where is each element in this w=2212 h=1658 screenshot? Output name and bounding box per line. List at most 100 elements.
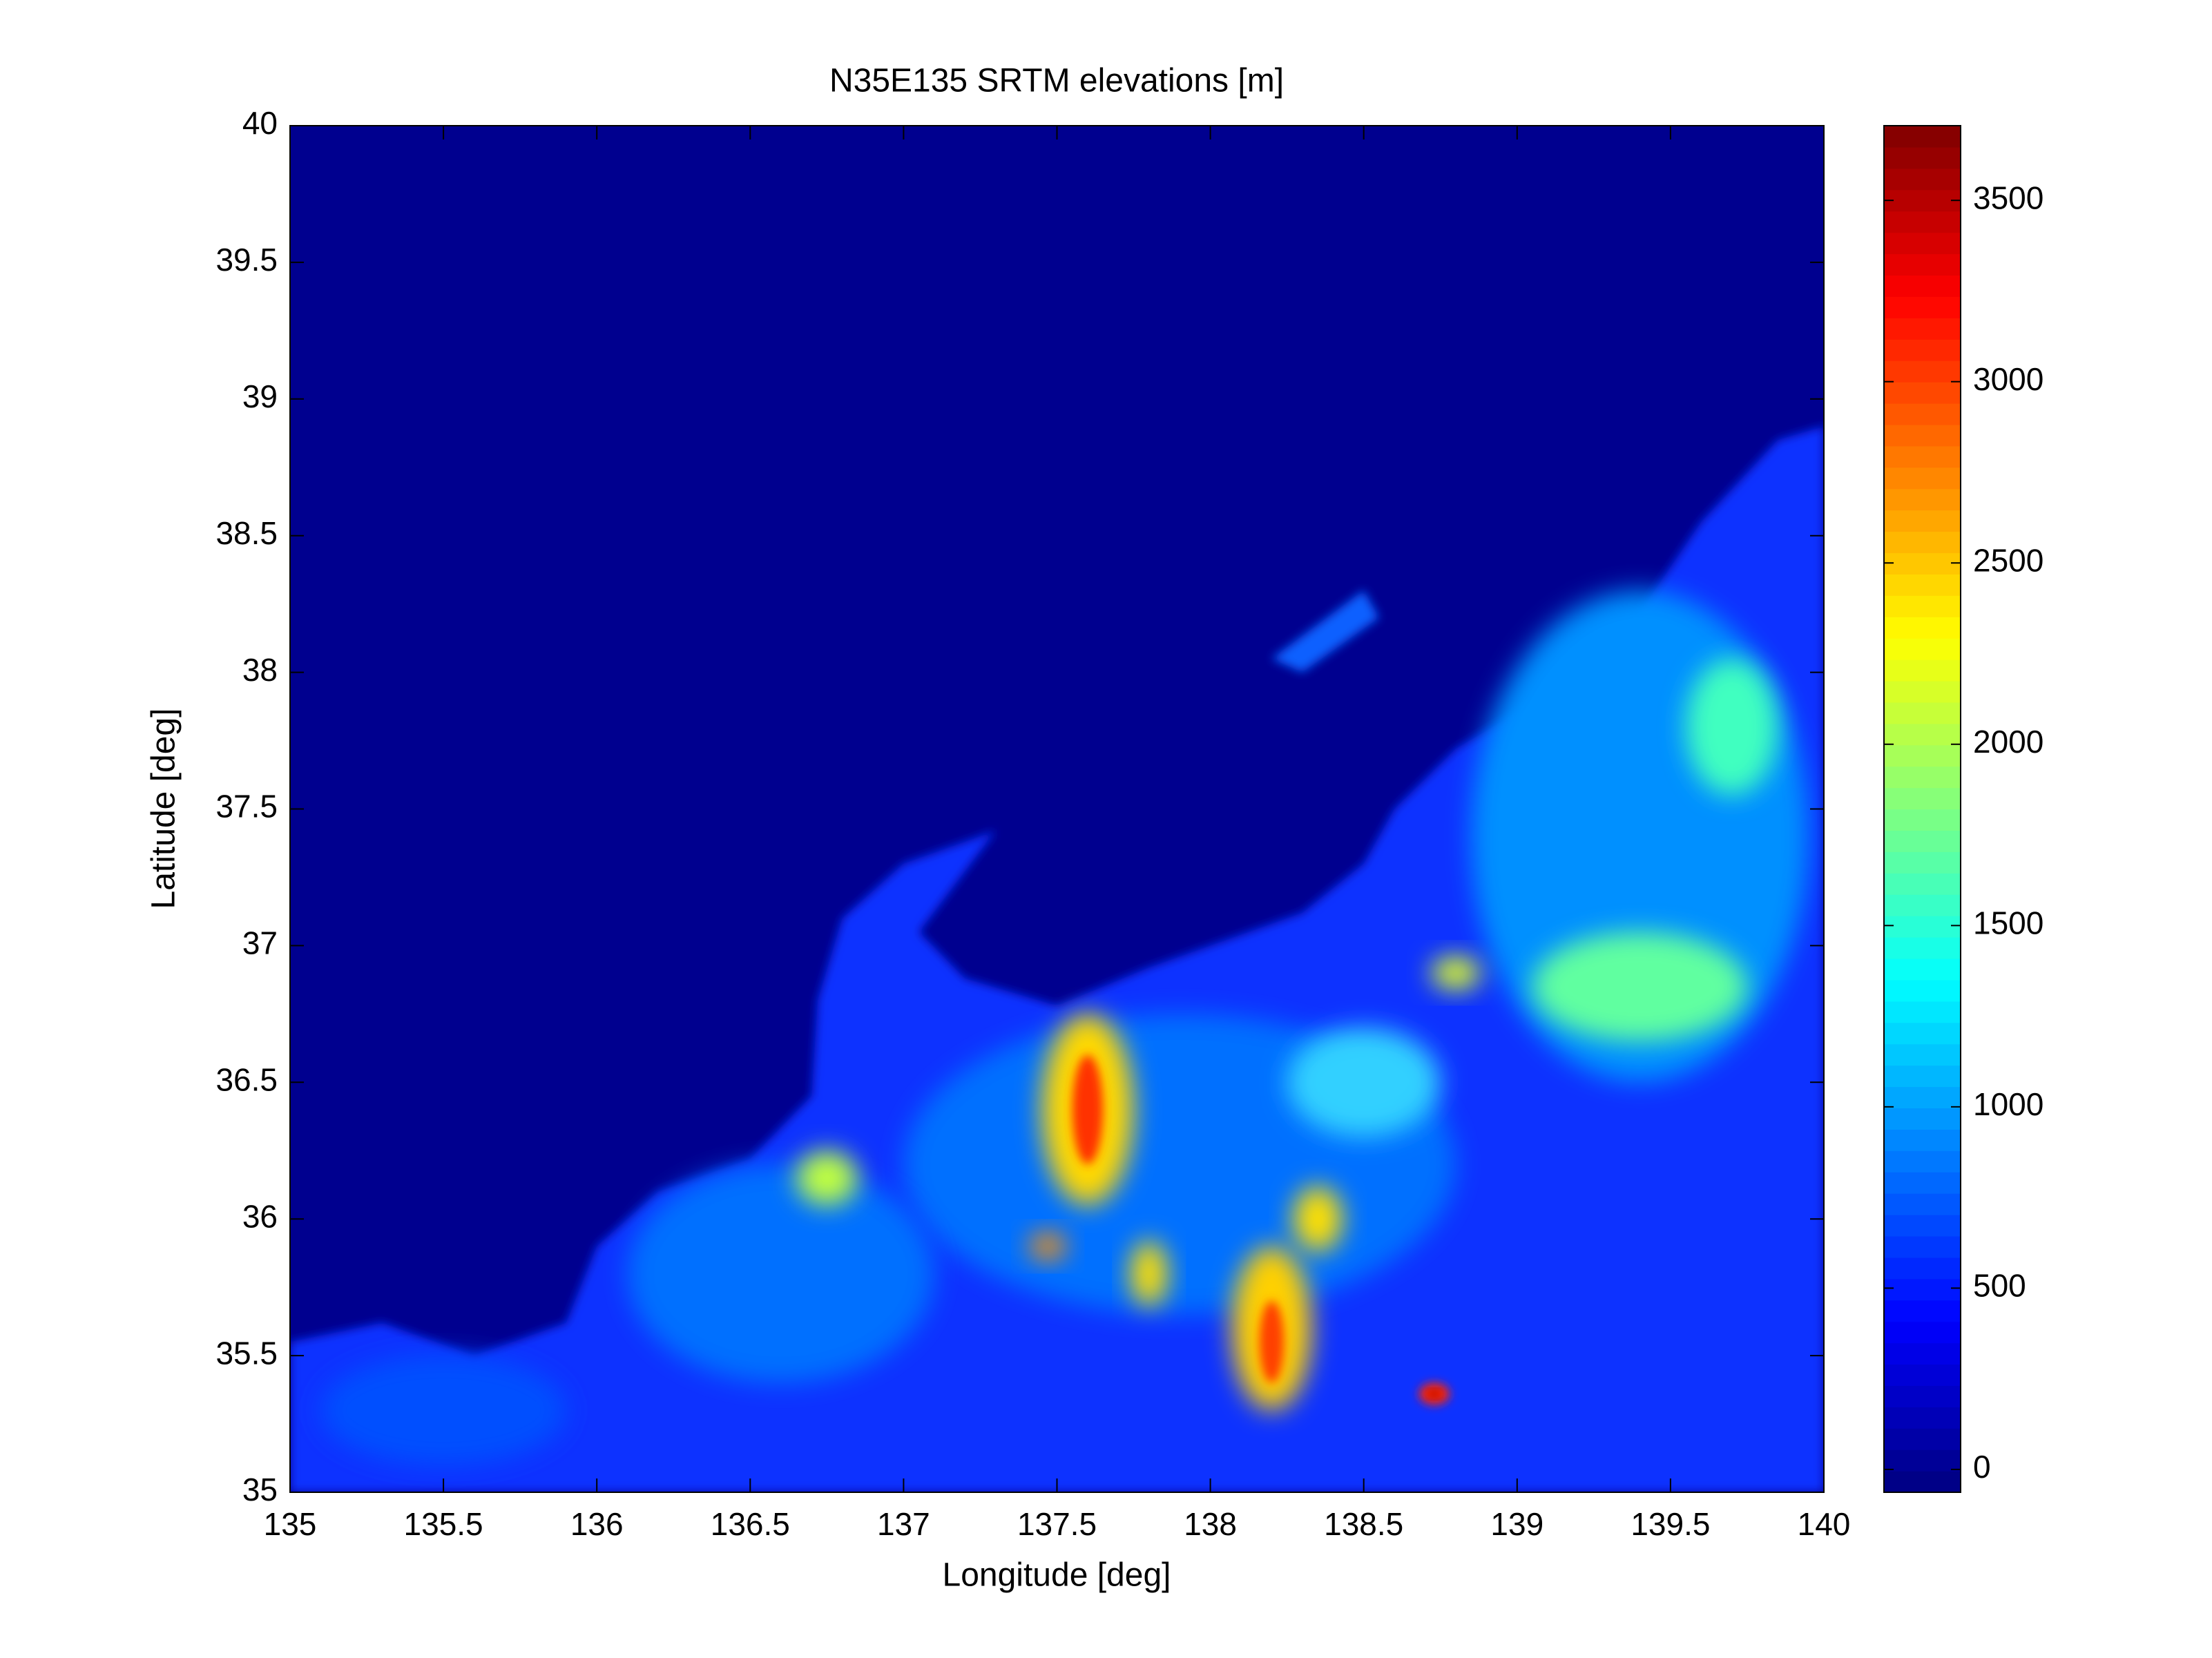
y-tick-label: 40 bbox=[242, 105, 278, 141]
colorbar-band bbox=[1884, 1065, 1961, 1088]
colorbar-band bbox=[1884, 146, 1961, 169]
x-tick-label: 135 bbox=[264, 1506, 317, 1542]
chart-title: N35E135 SRTM elevations [m] bbox=[829, 63, 1284, 99]
x-axis-label: Longitude [deg] bbox=[943, 1557, 1171, 1594]
colorbar-band bbox=[1884, 958, 1961, 981]
colorbar-band bbox=[1884, 659, 1961, 682]
colorbar-band bbox=[1884, 1215, 1961, 1237]
colorbar-band bbox=[1884, 723, 1961, 746]
x-tick-label: 136.5 bbox=[711, 1506, 790, 1542]
x-tick-label: 138 bbox=[1184, 1506, 1237, 1542]
colorbar-band bbox=[1884, 638, 1961, 660]
colorbar-band bbox=[1884, 1449, 1961, 1472]
colorbar-band bbox=[1884, 1108, 1961, 1130]
colorbar-band bbox=[1884, 1001, 1961, 1023]
y-tick-label: 35.5 bbox=[215, 1335, 278, 1371]
y-tick-label: 36.5 bbox=[215, 1061, 278, 1097]
colorbar-band bbox=[1884, 552, 1961, 575]
colorbar-band bbox=[1884, 510, 1961, 532]
x-tick-label: 135.5 bbox=[404, 1506, 483, 1542]
y-tick-label: 38.5 bbox=[215, 515, 278, 551]
x-tick-label: 137 bbox=[877, 1506, 930, 1542]
colorbar-tick-label: 1000 bbox=[1973, 1086, 2043, 1122]
y-axis-label: Latitude [deg] bbox=[146, 708, 182, 909]
colorbar-band bbox=[1884, 617, 1961, 639]
colorbar-band bbox=[1884, 787, 1961, 810]
colorbar-tick-label: 500 bbox=[1973, 1268, 2026, 1304]
colorbar-band bbox=[1884, 873, 1961, 895]
colorbar-band bbox=[1884, 809, 1961, 831]
relief bbox=[796, 1150, 858, 1206]
colorbar-band bbox=[1884, 1407, 1961, 1429]
colorbar-tick-label: 3000 bbox=[1973, 361, 2043, 397]
colorbar-frame bbox=[1883, 125, 1961, 1493]
y-tick-label: 35 bbox=[242, 1472, 278, 1507]
colorbar-band bbox=[1884, 1022, 1961, 1045]
colorbar-tick-label: 2000 bbox=[1973, 724, 2043, 760]
x-tick-label: 138.5 bbox=[1324, 1506, 1403, 1542]
relief bbox=[1072, 1054, 1104, 1165]
colorbar-tick-label: 1500 bbox=[1973, 905, 2043, 941]
x-tick-label: 137.5 bbox=[1017, 1506, 1097, 1542]
y-tick-label: 39 bbox=[242, 378, 278, 414]
relief bbox=[1293, 1186, 1343, 1252]
colorbar-band bbox=[1884, 574, 1961, 596]
colorbar-band bbox=[1884, 1193, 1961, 1215]
colorbar-tick-label: 3500 bbox=[1973, 180, 2043, 215]
colorbar-band bbox=[1884, 403, 1961, 425]
relief bbox=[1287, 1028, 1441, 1137]
x-tick-label: 139 bbox=[1490, 1506, 1543, 1542]
colorbar-band bbox=[1884, 1235, 1961, 1258]
y-tick-label: 39.5 bbox=[215, 242, 278, 278]
colorbar-band bbox=[1884, 232, 1961, 255]
colorbar-band bbox=[1884, 275, 1961, 297]
colorbar-band bbox=[1884, 1321, 1961, 1344]
colorbar-band bbox=[1884, 979, 1961, 1002]
colorbar-band bbox=[1884, 467, 1961, 490]
colorbar-band bbox=[1884, 253, 1961, 276]
colorbar-band bbox=[1884, 702, 1961, 724]
colorbar-band bbox=[1884, 296, 1961, 318]
y-tick-label: 38 bbox=[242, 652, 278, 688]
colorbar-band bbox=[1884, 1257, 1961, 1280]
colorbar-band bbox=[1884, 937, 1961, 959]
colorbar-band bbox=[1884, 851, 1961, 874]
relief bbox=[1259, 1300, 1285, 1383]
colorbar-band bbox=[1884, 168, 1961, 191]
colorbar-band bbox=[1884, 126, 1961, 148]
colorbar-band bbox=[1884, 1385, 1961, 1407]
x-tick-label: 136 bbox=[570, 1506, 624, 1542]
colorbar-band bbox=[1884, 211, 1961, 233]
x-tick-label: 140 bbox=[1798, 1506, 1851, 1542]
elevation-map bbox=[290, 126, 1824, 1492]
relief bbox=[1430, 1390, 1439, 1398]
colorbar-band bbox=[1884, 1300, 1961, 1322]
colorbar-band bbox=[1884, 488, 1961, 511]
colorbar-band bbox=[1884, 1150, 1961, 1173]
colorbar-band bbox=[1884, 1428, 1961, 1450]
colorbar-band bbox=[1884, 1043, 1961, 1066]
colorbar-band bbox=[1884, 531, 1961, 554]
y-tick-label: 36 bbox=[242, 1198, 278, 1234]
colorbar-band bbox=[1884, 189, 1961, 212]
colorbar-band bbox=[1884, 1342, 1961, 1365]
relief bbox=[1131, 1240, 1168, 1307]
colorbar-band bbox=[1884, 1086, 1961, 1109]
relief bbox=[1431, 956, 1481, 990]
colorbar-band bbox=[1884, 744, 1961, 767]
colorbar-band bbox=[1884, 766, 1961, 789]
colorbar-band bbox=[1884, 1172, 1961, 1194]
colorbar-band bbox=[1884, 830, 1961, 852]
colorbar-tick-label: 0 bbox=[1973, 1449, 1991, 1485]
x-tick-label: 139.5 bbox=[1631, 1506, 1710, 1542]
colorbar-band bbox=[1884, 1129, 1961, 1151]
colorbar-band bbox=[1884, 894, 1961, 916]
relief bbox=[1532, 932, 1747, 1041]
colorbar-band bbox=[1884, 680, 1961, 703]
colorbar-band bbox=[1884, 339, 1961, 361]
colorbar-band bbox=[1884, 382, 1961, 404]
relief bbox=[1029, 1232, 1066, 1260]
colorbar-band bbox=[1884, 318, 1961, 340]
island bbox=[1271, 590, 1379, 673]
